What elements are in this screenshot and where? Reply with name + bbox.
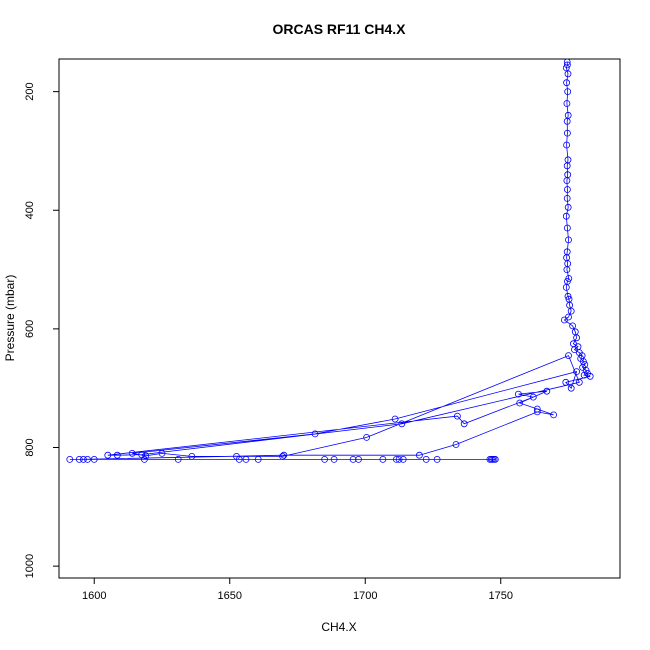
data-point — [564, 88, 572, 95]
data-point — [564, 129, 571, 137]
data-point — [571, 346, 578, 354]
x-tick-label: 1600 — [82, 590, 106, 602]
data-point — [254, 455, 262, 463]
data-point — [563, 162, 571, 170]
data-point — [563, 117, 571, 125]
data-point — [565, 236, 572, 244]
data-point — [515, 390, 522, 398]
data-point — [392, 455, 400, 463]
y-axis: 200 400 600 800 1000 — [24, 82, 59, 578]
data-point — [399, 455, 407, 463]
series-layer — [66, 58, 594, 463]
data-point — [564, 292, 572, 300]
data-point — [279, 452, 287, 460]
y-tick-label: 800 — [24, 438, 36, 456]
data-point — [567, 307, 575, 315]
data-point — [422, 455, 430, 463]
data-point — [433, 455, 441, 463]
data-point — [142, 452, 150, 460]
data-point — [490, 455, 498, 463]
y-tick-label: 200 — [24, 82, 36, 100]
data-point — [90, 455, 98, 463]
data-point — [564, 70, 572, 78]
data-point — [565, 352, 572, 360]
data-point — [453, 412, 461, 420]
data-point — [529, 393, 537, 401]
y-axis-label: Pressure (mbar) — [3, 275, 17, 362]
data-point — [349, 455, 357, 463]
y-tick-label: 1000 — [24, 554, 36, 578]
data-point — [460, 420, 468, 428]
data-point — [113, 451, 121, 459]
data-point — [363, 433, 371, 441]
y-tick-label: 600 — [24, 320, 36, 338]
x-tick-label: 1700 — [353, 590, 377, 602]
data-point — [66, 455, 74, 463]
data-point — [321, 455, 329, 463]
data-point — [452, 441, 460, 448]
y-tick-label: 400 — [24, 201, 36, 219]
data-point — [174, 455, 182, 463]
data-point — [573, 334, 580, 342]
data-point — [550, 411, 557, 419]
data-point — [188, 452, 196, 460]
data-point — [516, 399, 524, 407]
data-point — [563, 266, 571, 274]
data-point — [379, 455, 387, 463]
data-point — [104, 451, 112, 459]
data-point — [567, 384, 575, 392]
data-point — [563, 141, 570, 149]
data-point — [562, 283, 570, 291]
data-point — [280, 451, 288, 459]
data-point — [543, 387, 551, 395]
data-point — [391, 415, 399, 423]
data-point — [575, 378, 583, 386]
data-point — [128, 449, 136, 457]
data-point — [533, 405, 541, 413]
data-point — [564, 224, 571, 232]
data-point — [563, 100, 571, 107]
x-tick-label: 1650 — [217, 590, 241, 602]
data-point — [311, 430, 319, 438]
data-point — [75, 455, 83, 463]
data-point — [563, 194, 571, 202]
data-point — [563, 177, 571, 185]
data-point — [562, 212, 570, 220]
data-point — [561, 316, 568, 324]
plot-frame — [58, 58, 621, 579]
data-point — [569, 322, 576, 330]
data-point — [486, 455, 494, 463]
data-point — [564, 203, 572, 211]
data-point — [573, 368, 580, 376]
chart-title: ORCAS RF11 CH4.X — [272, 21, 406, 37]
data-point — [355, 455, 362, 463]
data-point — [415, 451, 423, 459]
data-point — [533, 408, 541, 416]
data-point — [80, 455, 87, 463]
data-point — [398, 420, 406, 428]
data-point — [158, 449, 166, 457]
data-point — [242, 455, 250, 463]
data-point — [564, 186, 571, 193]
data-point — [330, 455, 338, 463]
data-point — [564, 61, 571, 69]
data-point — [562, 378, 570, 386]
x-axis-label: CH4.X — [321, 620, 356, 634]
data-point — [140, 455, 148, 463]
data-point — [586, 372, 594, 380]
data-point — [395, 455, 403, 463]
data-point — [563, 79, 570, 87]
x-tick-label: 1750 — [489, 590, 513, 602]
data-point — [84, 455, 91, 463]
series-line — [69, 61, 591, 460]
x-axis: 1600 1650 1700 1750 — [82, 578, 513, 602]
data-point — [235, 455, 243, 463]
